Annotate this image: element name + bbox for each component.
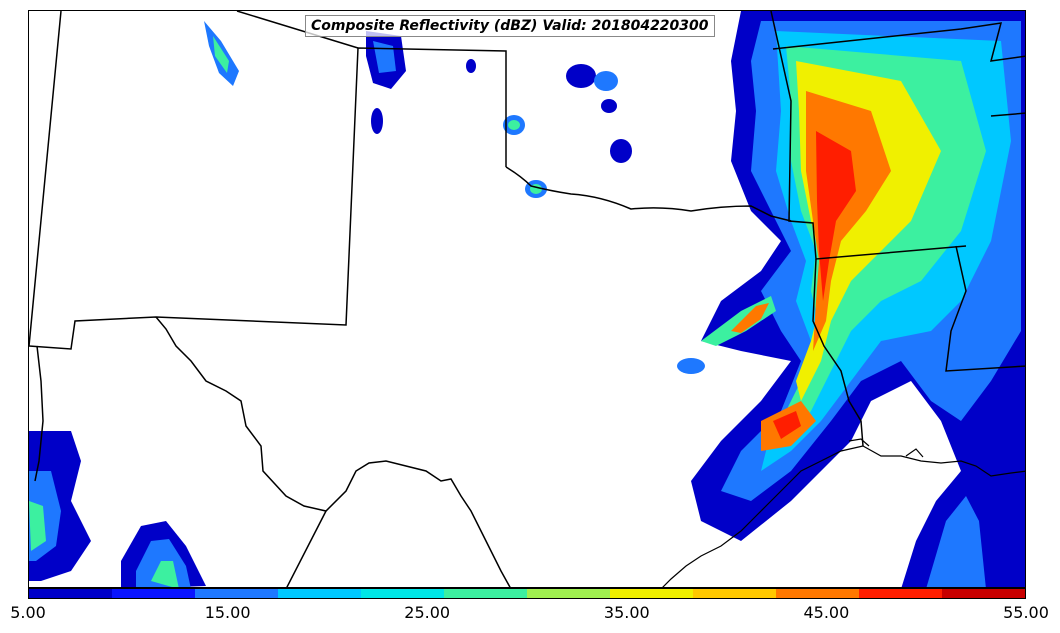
colorbar-tick-label: 55.00 — [1003, 603, 1049, 622]
colorbar-tick-label: 25.00 — [404, 603, 451, 622]
colorbar-swatch — [859, 589, 942, 598]
colorbar-tick-label: 5.00 — [10, 603, 46, 622]
map-panel — [28, 10, 1026, 588]
colorbar-swatch — [610, 589, 693, 598]
scattered-cells-north — [204, 21, 705, 374]
colorbar-swatch — [112, 589, 195, 598]
reflectivity-map — [29, 11, 1025, 587]
map-title: Composite Reflectivity (dBZ) Valid: 2018… — [305, 15, 715, 37]
colorbar-swatch — [942, 589, 1025, 598]
colorbar-swatch — [29, 589, 112, 598]
colorbar — [28, 588, 1026, 599]
colorbar-swatch — [776, 589, 859, 598]
colorbar-tick-label: 35.00 — [603, 603, 650, 622]
storm-band-east — [691, 11, 1025, 587]
colorbar-swatch — [278, 589, 361, 598]
colorbar-tick-label: 45.00 — [803, 603, 850, 622]
colorbar-tick-label: 15.00 — [204, 603, 251, 622]
state-boundaries — [29, 11, 1025, 587]
colorbar-swatch — [693, 589, 776, 598]
gulf-coastline — [662, 438, 1025, 587]
colorbar-swatch — [444, 589, 527, 598]
colorbar-swatch — [527, 589, 610, 598]
storm-cells-southwest — [29, 431, 1001, 587]
colorbar-swatch — [195, 589, 278, 598]
colorbar-swatch — [361, 589, 444, 598]
